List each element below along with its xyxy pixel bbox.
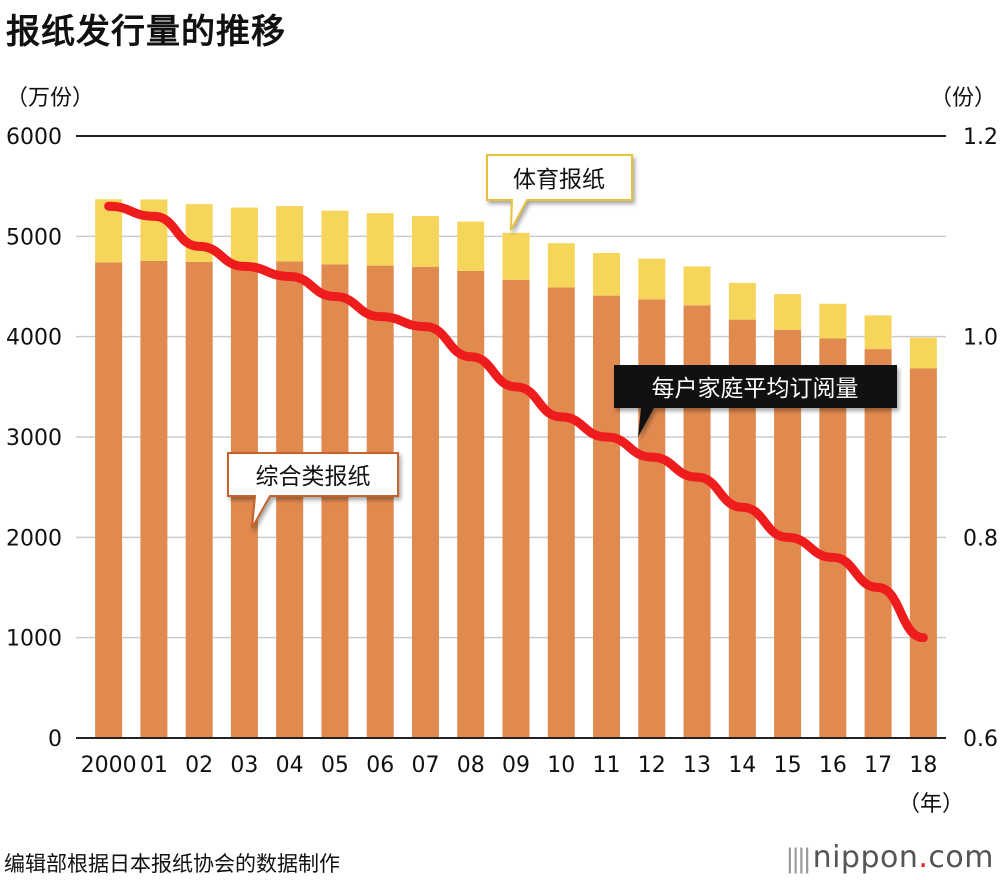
- x-tick-label: 2000: [81, 753, 137, 778]
- callout-household-box: [614, 365, 897, 437]
- x-axis-unit: （年）: [898, 792, 965, 817]
- bar-general: [185, 261, 213, 738]
- x-tick-label: 06: [366, 753, 394, 778]
- bar-sports: [819, 303, 847, 339]
- y-right-tick-label: 0.8: [963, 526, 998, 551]
- bar-general: [95, 262, 123, 738]
- y-left-tick-label: 4000: [6, 326, 62, 351]
- bar-sports: [457, 221, 485, 271]
- callout-household-label: 每户家庭平均订阅量: [652, 376, 859, 402]
- bar-general: [321, 264, 349, 738]
- bar-sports: [909, 337, 937, 369]
- bar-general: [276, 261, 304, 738]
- x-tick-label: 12: [638, 753, 666, 778]
- y-left-tick-label: 5000: [6, 225, 62, 250]
- callout-household: 每户家庭平均订阅量: [614, 365, 897, 437]
- bar-general: [909, 368, 937, 738]
- bar-sports: [276, 206, 304, 262]
- y-right-tick-label: 1.0: [963, 326, 998, 351]
- bar-layer: [95, 199, 937, 738]
- callout-general-label: 综合类报纸: [256, 464, 371, 490]
- x-tick-label: 03: [230, 753, 258, 778]
- chart-title: 报纸发行量的推移: [6, 12, 286, 52]
- bar-sports: [728, 282, 756, 320]
- bar-sports: [321, 210, 349, 265]
- x-tick-label: 01: [140, 753, 168, 778]
- bar-sports: [185, 204, 213, 262]
- bar-sports: [547, 243, 575, 288]
- y-left-tick-label: 1000: [6, 627, 62, 652]
- x-tick-label: 04: [276, 753, 304, 778]
- bar-general: [457, 270, 485, 738]
- bar-sports: [593, 252, 621, 296]
- x-tick-label: 10: [547, 753, 575, 778]
- x-tick-label: 08: [457, 753, 485, 778]
- y-left-tick-label: 3000: [6, 426, 62, 451]
- bar-sports: [411, 216, 439, 267]
- callout-sports-box: [486, 154, 633, 231]
- bar-sports: [774, 294, 802, 330]
- bar-sports: [366, 213, 394, 266]
- callout-general-box: [227, 452, 399, 529]
- y-right-tick-label: 0.6: [963, 727, 998, 752]
- bar-sports: [683, 266, 711, 306]
- x-tick-label: 11: [593, 753, 621, 778]
- callout-sports-label: 体育报纸: [513, 167, 605, 193]
- bar-general: [502, 279, 530, 738]
- x-tick-label: 14: [728, 753, 756, 778]
- callout-sports: 体育报纸: [486, 154, 633, 231]
- x-tick-label: 13: [683, 753, 711, 778]
- bar-general: [366, 265, 394, 738]
- nippon-logo: |||| nippon.com: [785, 840, 994, 875]
- y-left-tick-label: 6000: [6, 125, 62, 150]
- line-layer: [104, 201, 928, 643]
- bar-general: [593, 295, 621, 738]
- x-tick-label: 09: [502, 753, 530, 778]
- line-household-average: [104, 201, 928, 643]
- x-tick-label: 15: [774, 753, 802, 778]
- x-tick-label: 02: [185, 753, 213, 778]
- y-left-tick-label: 2000: [6, 526, 62, 551]
- x-tick-label: 16: [819, 753, 847, 778]
- x-tick-label: 17: [864, 753, 892, 778]
- bar-sports: [638, 258, 666, 300]
- bar-sports: [230, 207, 258, 268]
- callout-general: 综合类报纸: [227, 452, 399, 529]
- y-right-tick-label: 1.2: [963, 125, 998, 150]
- bar-general: [411, 266, 439, 738]
- bar-sports: [864, 315, 892, 350]
- y-left-tick-label: 0: [48, 727, 62, 752]
- axis-layer: 0 1000 2000 3000 4000 5000 6000 0.6 0.8 1.0 1.2 200…: [6, 125, 998, 778]
- source-note: 编辑部根据日本报纸协会的数据制作: [4, 852, 340, 876]
- bar-general: [547, 287, 575, 738]
- x-tick-label: 05: [321, 753, 349, 778]
- right-axis-unit: （份）: [929, 86, 996, 111]
- bar-sports: [502, 232, 530, 280]
- bar-general: [140, 260, 168, 738]
- x-tick-label: 18: [909, 753, 937, 778]
- logo-bars-icon: ||||: [785, 844, 812, 874]
- bar-general: [864, 349, 892, 738]
- left-axis-unit: （万份）: [6, 86, 95, 111]
- bar-sports: [140, 199, 168, 261]
- x-tick-label: 07: [411, 753, 439, 778]
